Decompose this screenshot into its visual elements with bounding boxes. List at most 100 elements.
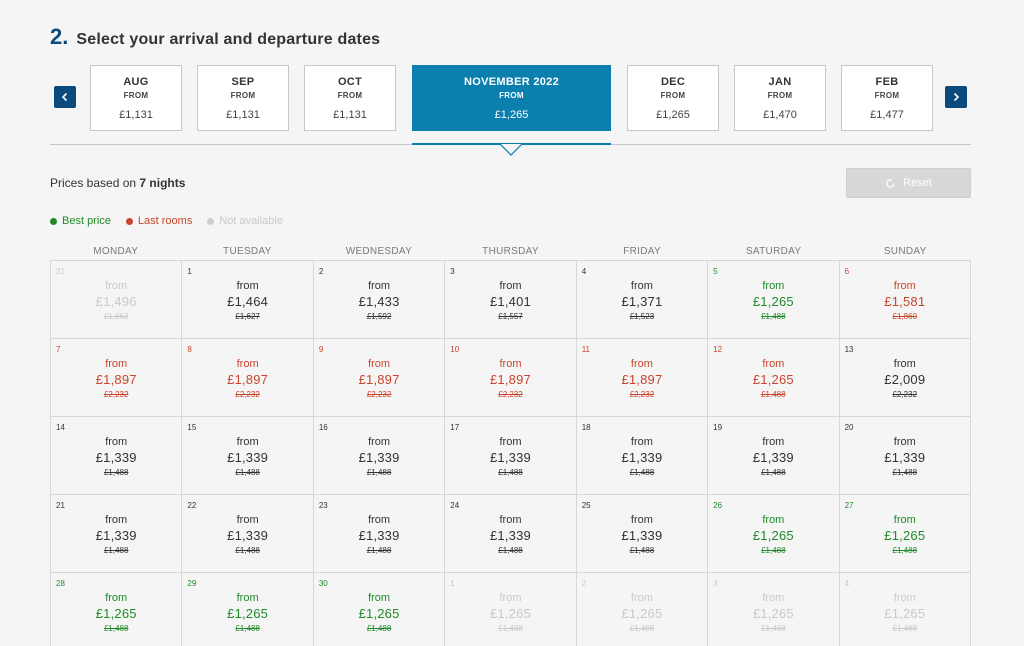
day-from-label: from [368, 358, 391, 370]
month-price: £1,131 [226, 109, 260, 121]
month-price: £1,131 [333, 109, 367, 121]
calendar-day[interactable]: 26 from £1,265 £1,488 [708, 495, 840, 573]
day-original-price: £1,488 [892, 624, 918, 633]
calendar-day[interactable]: 3 from £1,401 £1,557 [445, 261, 577, 339]
calendar-day[interactable]: 6 from £1,581 £1,860 [839, 261, 971, 339]
calendar-day[interactable]: 21 from £1,339 £1,488 [51, 495, 183, 573]
day-price: £1,339 [490, 528, 531, 543]
day-from-label: from [630, 436, 653, 448]
day-from-label: from [236, 358, 259, 370]
day-number: 19 [713, 423, 723, 432]
calendar-day: 3 from £1,265 £1,488 [708, 573, 840, 646]
calendar-day[interactable]: 2 from £1,433 £1,592 [313, 261, 446, 339]
step-title: 2. Select your arrival and departure dat… [50, 24, 380, 50]
calendar-day[interactable]: 20 from £1,339 £1,488 [839, 417, 971, 495]
calendar-day[interactable]: 30 from £1,265 £1,488 [313, 573, 446, 646]
month-tab-4[interactable]: NOVEMBER 2022 FROM £1,265 [412, 65, 611, 131]
calendar-day[interactable]: 22 from £1,339 £1,488 [182, 495, 314, 573]
day-from-label: from [499, 280, 522, 292]
calendar-day[interactable]: 5 from £1,265 £1,488 [708, 261, 840, 339]
day-from-label: from [762, 436, 785, 448]
calendar-day[interactable]: 7 from £1,897 £2,232 [51, 339, 183, 417]
calendar-day[interactable]: 14 from £1,339 £1,488 [51, 417, 183, 495]
day-original-price: £1,488 [629, 546, 655, 555]
weekday-label: MONDAY [93, 246, 139, 257]
calendar-day[interactable]: 23 from £1,339 £1,488 [313, 495, 446, 573]
day-number: 22 [187, 501, 197, 510]
calendar-day[interactable]: 4 from £1,371 £1,523 [576, 261, 709, 339]
calendar-day[interactable]: 16 from £1,339 £1,488 [313, 417, 446, 495]
day-original-price: £1,488 [366, 546, 392, 555]
day-number: 13 [844, 345, 854, 354]
calendar-day[interactable]: 11 from £1,897 £2,232 [576, 339, 709, 417]
day-from-label: from [105, 514, 128, 526]
nights-info: Prices based on 7 nights [50, 176, 185, 190]
calendar-day[interactable]: 24 from £1,339 £1,488 [445, 495, 577, 573]
day-number: 28 [56, 579, 65, 588]
reset-button[interactable]: Reset [846, 168, 971, 198]
day-from-label: from [236, 592, 259, 604]
day-number: 4 [581, 267, 587, 276]
day-original-price: £1,627 [235, 312, 260, 321]
weekday-label: FRIDAY [623, 246, 661, 257]
day-from-label: from [499, 592, 522, 604]
next-month-button[interactable] [945, 86, 967, 108]
day-original-price: £1,488 [366, 468, 392, 477]
calendar-day[interactable]: 10 from £1,897 £2,232 [445, 339, 577, 417]
calendar-day[interactable]: 9 from £1,897 £2,232 [313, 339, 446, 417]
calendar-day[interactable]: 28 from £1,265 £1,488 [51, 573, 183, 646]
calendar-day[interactable]: 25 from £1,339 £1,488 [576, 495, 709, 573]
day-price: £1,339 [95, 450, 137, 465]
step-number: 2. [50, 24, 69, 49]
month-name: FEB [875, 76, 899, 88]
month-from-label: FROM [123, 91, 149, 100]
day-price: £1,265 [95, 606, 137, 621]
calendar-grid: 31 from £1,496 £1,662 1 from £1,464 £1,627 2 from… [50, 260, 971, 646]
month-tab-3[interactable]: OCT FROM £1,131 [304, 65, 396, 131]
day-from-label: from [236, 436, 259, 448]
calendar-day[interactable]: 8 from £1,897 £2,232 [182, 339, 314, 417]
month-name: AUG [123, 76, 149, 88]
month-tab-2[interactable]: SEP FROM £1,131 [197, 65, 289, 131]
calendar-day[interactable]: 1 from £1,464 £1,627 [182, 261, 314, 339]
calendar-day[interactable]: 19 from £1,339 £1,488 [708, 417, 840, 495]
price-legend: Best price Last rooms Not available [50, 215, 298, 227]
prev-month-button[interactable] [54, 86, 76, 108]
calendar-day[interactable]: 18 from £1,339 £1,488 [576, 417, 709, 495]
day-number: 27 [844, 501, 854, 510]
day-original-price: £1,488 [235, 468, 260, 477]
weekday-label: TUESDAY [223, 246, 272, 257]
day-original-price: £1,488 [366, 624, 392, 633]
day-from-label: from [105, 436, 128, 448]
month-tab-7[interactable]: FEB FROM £1,477 [841, 65, 933, 131]
calendar-day[interactable]: 29 from £1,265 £1,488 [182, 573, 314, 646]
month-from-label: FROM [337, 91, 363, 100]
day-number: 8 [187, 345, 192, 354]
day-original-price: £1,488 [103, 624, 129, 633]
calendar-day: 31 from £1,496 £1,662 [51, 261, 183, 339]
calendar-day[interactable]: 12 from £1,265 £1,488 [708, 339, 840, 417]
calendar-day[interactable]: 17 from £1,339 £1,488 [445, 417, 577, 495]
day-from-label: from [762, 514, 785, 526]
day-from-label: from [105, 592, 128, 604]
day-price: £2,009 [884, 372, 926, 387]
weekday-label: SUNDAY [883, 246, 927, 257]
day-original-price: £1,488 [629, 624, 655, 633]
month-tab-5[interactable]: DEC FROM £1,265 [627, 65, 719, 131]
day-from-label: from [893, 280, 916, 292]
day-from-label: from [368, 592, 391, 604]
day-price: £1,265 [752, 294, 794, 309]
legend-label: Last rooms [137, 215, 193, 227]
calendar-day[interactable]: 27 from £1,265 £1,488 [839, 495, 971, 573]
calendar-day[interactable]: 15 from £1,339 £1,488 [182, 417, 314, 495]
month-tab-1[interactable]: AUG FROM £1,131 [90, 65, 182, 131]
day-number: 15 [187, 423, 197, 432]
day-number: 11 [581, 345, 591, 354]
legend-label: Best price [62, 215, 111, 227]
month-tab-6[interactable]: JAN FROM £1,470 [734, 65, 826, 131]
day-price: £1,371 [621, 294, 663, 309]
day-price: £1,265 [752, 372, 794, 387]
calendar-day[interactable]: 13 from £2,009 £2,232 [839, 339, 971, 417]
day-original-price: £2,232 [235, 390, 260, 399]
day-from-label: from [893, 436, 916, 448]
